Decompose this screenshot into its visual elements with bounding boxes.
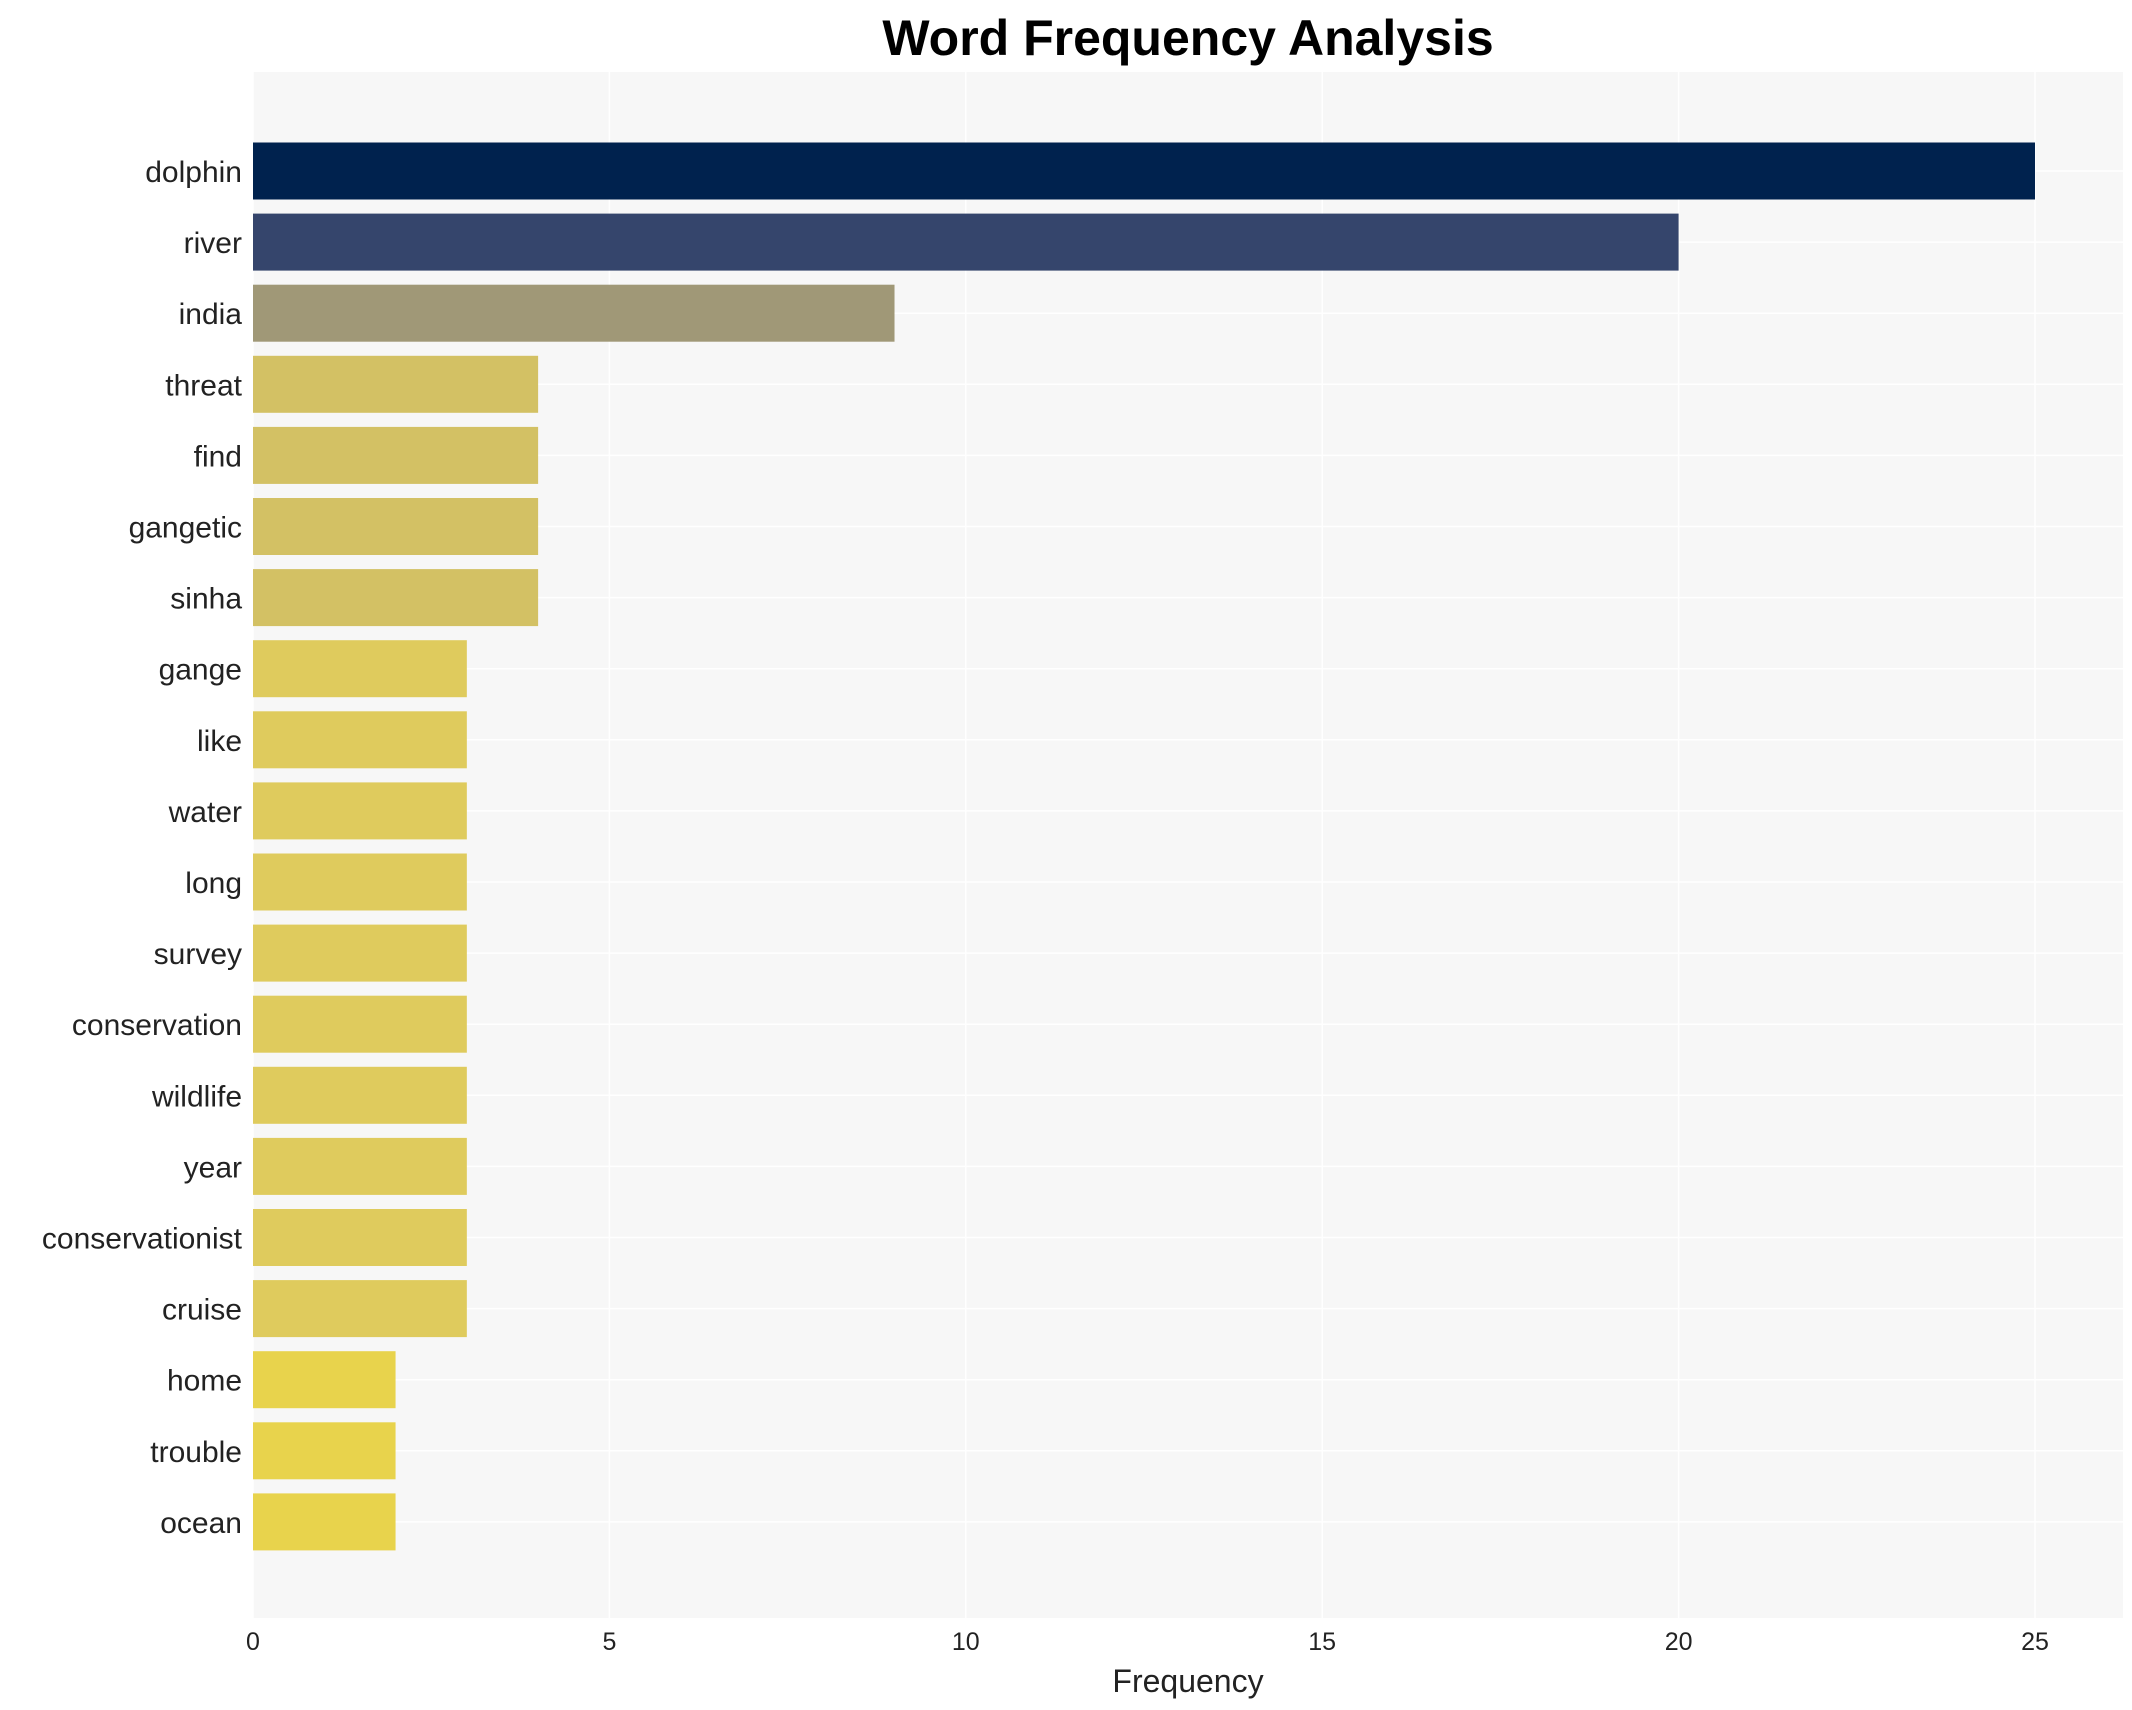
bar-sinha[interactable] [253, 569, 539, 627]
bar-gangetic[interactable] [253, 498, 539, 555]
x-tick-label: 25 [2021, 1628, 2049, 1656]
category-label-survey: survey [154, 938, 242, 971]
category-label-conservationist: conservationist [42, 1223, 243, 1256]
x-tick-label: 0 [246, 1628, 260, 1656]
bar-dolphin[interactable] [253, 142, 2035, 200]
x-axis-label: Frequency [1112, 1663, 1263, 1699]
y-tick-labels: dolphin river india threat find gangetic sinha… [42, 156, 243, 1540]
category-label-gangetic: gangetic [129, 512, 242, 545]
bar-year[interactable] [253, 1137, 467, 1195]
bar-ocean[interactable] [253, 1493, 396, 1551]
category-label-water: water [168, 796, 242, 829]
bar-conservation[interactable] [253, 995, 467, 1053]
bar-threat[interactable] [253, 355, 539, 413]
bar-cruise[interactable] [253, 1280, 467, 1338]
category-label-home: home [167, 1365, 242, 1398]
bar-long[interactable] [253, 853, 467, 911]
category-label-india: india [179, 298, 243, 331]
category-label-like: like [197, 725, 242, 758]
category-label-find: find [194, 440, 242, 473]
bar-conservationist[interactable] [253, 1209, 467, 1266]
x-tick-label: 10 [952, 1628, 980, 1656]
chart-title: Word Frequency Analysis [882, 10, 1493, 66]
x-tick-label: 20 [1665, 1628, 1693, 1656]
x-tick-label: 15 [1308, 1628, 1336, 1656]
category-label-threat: threat [165, 369, 242, 402]
category-label-wildlife: wildlife [151, 1080, 242, 1113]
x-tick-label: 5 [602, 1628, 616, 1656]
bar-like[interactable] [253, 711, 467, 769]
bar-trouble[interactable] [253, 1422, 396, 1480]
category-label-gange: gange [159, 654, 242, 687]
category-label-cruise: cruise [162, 1294, 242, 1327]
bar-survey[interactable] [253, 924, 467, 982]
category-label-year: year [184, 1151, 242, 1184]
category-label-sinha: sinha [170, 583, 242, 616]
category-label-river: river [184, 227, 242, 260]
bar-river[interactable] [253, 213, 1679, 271]
bar-water[interactable] [253, 782, 467, 840]
bar-home[interactable] [253, 1351, 396, 1409]
category-label-long: long [185, 867, 242, 900]
bar-india[interactable] [253, 284, 895, 342]
x-tick-labels: 0 5 10 15 20 25 [246, 1628, 2049, 1656]
bar-gange[interactable] [253, 640, 467, 698]
category-label-dolphin: dolphin [145, 156, 242, 189]
bar-find[interactable] [253, 426, 539, 484]
category-label-conservation: conservation [72, 1009, 242, 1042]
bars [253, 142, 2035, 1551]
category-label-ocean: ocean [160, 1507, 242, 1540]
category-label-trouble: trouble [150, 1436, 242, 1469]
bar-wildlife[interactable] [253, 1066, 467, 1124]
